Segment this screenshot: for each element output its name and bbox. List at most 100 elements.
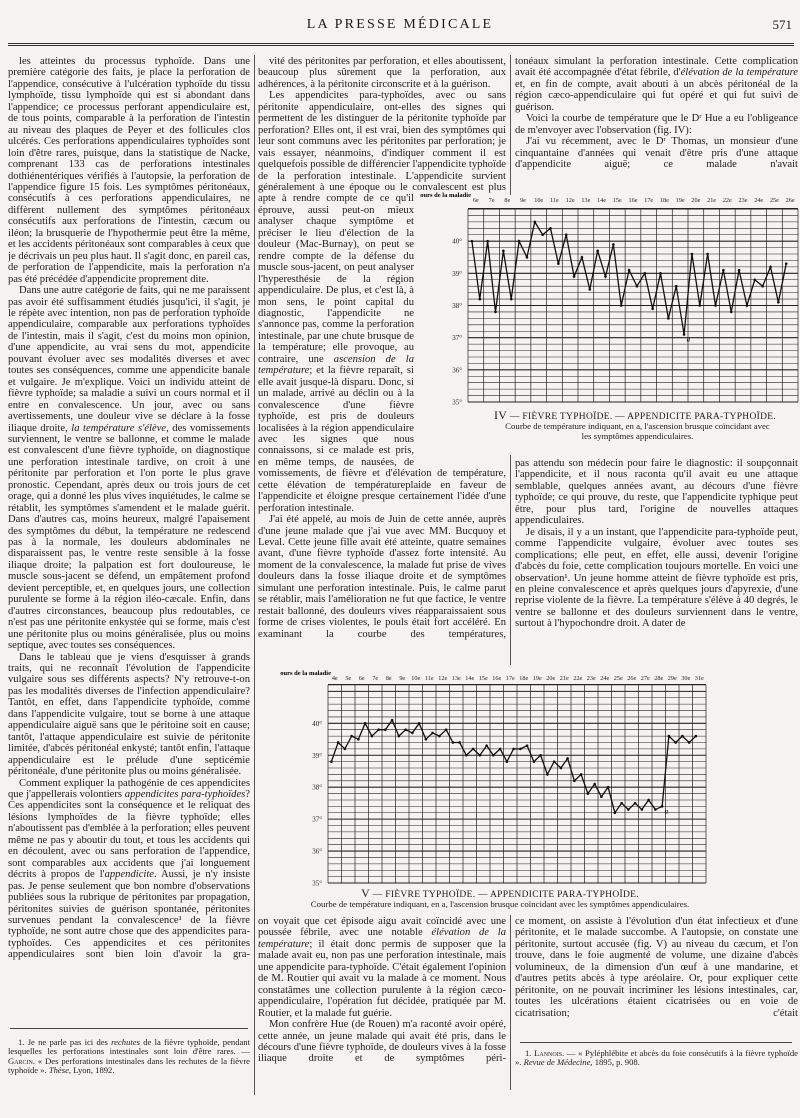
day-tick-label: 14e bbox=[597, 197, 606, 204]
temperature-point bbox=[417, 722, 421, 725]
text-run: pas attendu son médecin pour faire le di… bbox=[515, 458, 798, 527]
day-tick-label: 7e bbox=[489, 197, 495, 204]
day-tick-label: 26e bbox=[786, 197, 795, 204]
paragraph: Voici la courbe de température que le Dʳ… bbox=[515, 113, 798, 136]
text-run: les atteintes du processus typhoïde. Dan… bbox=[8, 56, 250, 285]
day-tick-label: 4e bbox=[332, 675, 338, 682]
day-tick-label: 8e bbox=[386, 675, 392, 682]
day-tick-label: 17e bbox=[506, 675, 515, 682]
temperature-point bbox=[343, 747, 347, 751]
text-run: Dans le tableau que je viens d'esquisser… bbox=[8, 651, 250, 778]
paragraph: ce moment, on assiste à l'évolution d'un… bbox=[515, 916, 798, 1019]
italic-text: appendicites para-typhoïdes bbox=[124, 789, 246, 800]
temperature-point bbox=[502, 249, 505, 253]
day-tick-label: 9e bbox=[520, 197, 526, 204]
temperature-point bbox=[682, 333, 686, 336]
italic-text: élévation de la température bbox=[680, 67, 798, 79]
paragraph: tonéaux simulant la perforation intestin… bbox=[515, 56, 798, 113]
temperature-point bbox=[640, 808, 644, 811]
figure-v-heading: — FIÈVRE TYPHOÏDE. — APPENDICITE PARA-TY… bbox=[372, 890, 639, 900]
day-tick-label: 20e bbox=[691, 197, 700, 204]
temperature-point bbox=[557, 262, 560, 265]
figure-iv-title: IV — FIÈVRE TYPHOÏDE. — APPENDICITE PARA… bbox=[470, 408, 800, 423]
day-tick-label: 5e bbox=[345, 675, 351, 682]
day-tick-label: 25e bbox=[614, 675, 623, 682]
day-tick-label: 29e bbox=[668, 675, 677, 682]
temperature-point bbox=[674, 741, 677, 744]
text-run: ? Ces appendicites sont la conséquence e… bbox=[8, 789, 250, 881]
text-run: , 1895, p. 908. bbox=[590, 1057, 640, 1068]
temperature-point bbox=[546, 773, 549, 776]
text-run: Dans une autre catégorie de faits, qui n… bbox=[8, 285, 250, 434]
column-divider bbox=[510, 55, 511, 195]
italic-text: élévation de la température bbox=[258, 927, 506, 950]
text-run: 1. bbox=[525, 1048, 535, 1058]
day-tick-label: 11e bbox=[550, 197, 559, 204]
temperature-point bbox=[593, 782, 596, 786]
day-tick-label: 12e bbox=[566, 197, 575, 204]
temperature-tick-label: 40° bbox=[452, 238, 462, 246]
temperature-point bbox=[769, 265, 772, 269]
paragraph: J'ai vu récemment, avec le Dʳ Thomas, un… bbox=[515, 136, 798, 170]
italic-text: ascension de la température bbox=[258, 353, 414, 377]
temperature-point bbox=[370, 734, 374, 738]
day-tick-label: 19e bbox=[676, 197, 685, 204]
temperature-point bbox=[564, 233, 568, 237]
text-run: Garcin bbox=[8, 1055, 33, 1066]
italic-text: la température s'élève bbox=[71, 422, 167, 434]
text-run: tonéaux simulant la perforation intestin… bbox=[515, 56, 798, 79]
temperature-point bbox=[541, 233, 544, 237]
figure-v-temperature-chart: 4e 5e 6e 7e 8e 9e 10e 11e 12e 13e 14e 15e 16e 17e 18e 1… bbox=[280, 670, 707, 888]
temperature-point bbox=[745, 304, 749, 307]
figure-iv-heading: — FIÈVRE TYPHOÏDE. — APPENDICITE PARA-TY… bbox=[509, 412, 777, 422]
day-tick-label: 9e bbox=[399, 675, 405, 682]
footnote-text: 1. Lannois. — « Pyléphlébite et abcès du… bbox=[515, 1048, 798, 1068]
figure-iv-temperature-chart: 6e 7e 8e 9e 10e 11e 12e 13e 14e 15e 16e 17e 18e 19e 20… bbox=[420, 192, 799, 406]
temperature-point bbox=[606, 785, 610, 789]
column-3-mid-text: pas attendu son médecin pour faire le di… bbox=[515, 458, 798, 668]
day-tick-label: 18e bbox=[660, 197, 669, 204]
temperature-point bbox=[627, 808, 630, 811]
page-title: LA PRESSE MÉDICALE bbox=[306, 17, 494, 32]
paragraph: Les appendicites para-typhoïdes, avec ou… bbox=[258, 90, 506, 514]
day-tick-label: 21e bbox=[560, 675, 569, 682]
day-tick-label: 10e bbox=[534, 197, 543, 204]
temperature-point bbox=[572, 275, 576, 278]
day-tick-label: 6e bbox=[359, 675, 365, 682]
temperature-point bbox=[498, 747, 502, 751]
day-tick-label: 28e bbox=[654, 675, 663, 682]
day-tick-label: 11e bbox=[425, 675, 434, 682]
temperature-point bbox=[539, 753, 542, 757]
paragraph: Je disais, il y a un instant, que l'appe… bbox=[515, 527, 798, 630]
temperature-point bbox=[698, 304, 702, 307]
temperature-point bbox=[478, 753, 482, 757]
temperature-point bbox=[458, 741, 461, 744]
column-2-text: vité des péritonites par perforation, et… bbox=[258, 56, 506, 666]
day-tick-label: 15e bbox=[613, 197, 622, 204]
day-tick-label: 22e bbox=[573, 675, 582, 682]
day-tick-label: 6e bbox=[473, 197, 479, 204]
temperature-point bbox=[465, 753, 468, 757]
temperature-point bbox=[486, 239, 489, 243]
text-run: , Lyon, 1892. bbox=[68, 1065, 115, 1076]
header-rule bbox=[8, 43, 794, 46]
temperature-point bbox=[633, 801, 637, 805]
temperature-point bbox=[525, 744, 529, 747]
temperature-point bbox=[519, 747, 522, 751]
day-tick-label: 23e bbox=[739, 197, 748, 204]
temperature-point bbox=[377, 728, 380, 732]
italic-text: appendicite bbox=[104, 869, 154, 881]
temperature-point bbox=[549, 227, 552, 230]
temperature-point bbox=[532, 760, 536, 763]
text-run: ce moment, on assiste à l'évolution d'un… bbox=[515, 916, 798, 1019]
text-run: J'ai été appelé, au mois de Juin de cett… bbox=[258, 514, 506, 640]
paragraph: Comment expliquer la pathogénie de ces a… bbox=[8, 778, 250, 961]
temperature-point bbox=[494, 310, 497, 314]
temperature-point bbox=[659, 272, 662, 275]
day-tick-label: 17e bbox=[644, 197, 653, 204]
column-divider bbox=[510, 915, 511, 1090]
footnote-rule bbox=[10, 1028, 248, 1029]
figure-iv-number: IV bbox=[493, 408, 508, 422]
day-tick-label: 27e bbox=[641, 675, 650, 682]
temperature-point bbox=[674, 284, 678, 288]
